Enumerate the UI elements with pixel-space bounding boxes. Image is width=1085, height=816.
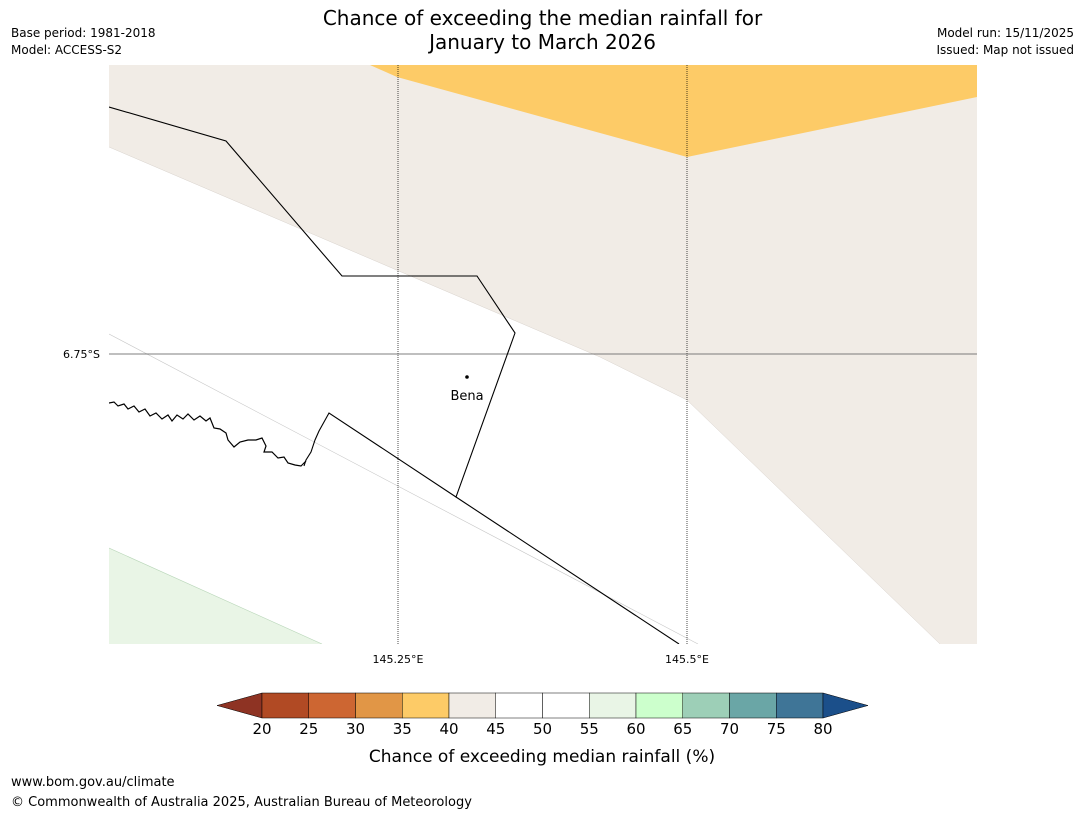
province-boundary [109,106,516,498]
legend-swatch-25-30 [308,692,356,719]
legend-swatch-65-70 [682,692,730,719]
band-edge-upper [109,146,601,358]
model-run: Model run: 15/11/2025 [936,26,1074,40]
footer-copyright: © Commonwealth of Australia 2025, Austra… [11,795,472,810]
legend-tick-label: 65 [673,720,692,738]
legend-tick-label: 55 [580,720,599,738]
legend-swatch-75-80 [776,692,824,719]
legend-swatch-70-75 [729,692,777,719]
band-edge-lower [686,399,941,644]
legend-swatch-35-40 [402,692,450,719]
band-edge-green [109,547,323,644]
map-title: Chance of exceeding the median rainfall … [0,6,1085,54]
legend-extend-high [822,692,869,719]
legend-tick-label: 25 [299,720,318,738]
legend-tick-label: 45 [486,720,505,738]
footer-url: www.bom.gov.au/climate [11,775,175,790]
band-35-40 [370,65,977,157]
legend-extend-low [216,692,263,719]
legend-swatch-45-50 [495,692,543,719]
legend: 20 25 30 35 40 45 50 55 60 65 70 75 80 [216,692,869,738]
map-area [109,65,977,644]
legend-tick-label: 70 [720,720,739,738]
lon-label-145.25: 145.25°E [373,653,424,666]
meta-left: Base period: 1981-2018 Model: ACCESS-S2 [11,25,156,59]
province-boundary-south [455,496,680,644]
legend-swatch-55-60 [589,692,637,719]
legend-tick-label: 75 [767,720,786,738]
town-marker-bena [465,375,469,379]
legend-tick-label: 60 [626,720,645,738]
lat-label: 6.75°S [63,348,100,361]
base-period: Base period: 1981-2018 [11,26,156,40]
band-edge-mid [599,356,688,401]
legend-swatch-50-55 [542,692,590,719]
legend-title: Chance of exceeding median rainfall (%) [369,747,715,767]
legend-tick-label: 20 [252,720,271,738]
legend-swatch-40-45 [448,692,496,719]
legend-swatch-20-25 [261,692,309,719]
lon-label-145.5: 145.5°E [665,653,709,666]
legend-tick-label: 50 [533,720,552,738]
model-name: Model: ACCESS-S2 [11,43,123,57]
legend-swatch-30-35 [355,692,403,719]
meta-right: Model run: 15/11/2025 Issued: Map not is… [936,25,1074,59]
title-line-1: Chance of exceeding the median rainfall … [322,6,763,30]
legend-tick-label: 40 [439,720,458,738]
river-line [109,401,307,467]
legend-tick-label: 30 [346,720,365,738]
legend-tick-label: 35 [393,720,412,738]
legend-tick-label: 80 [813,720,832,738]
issued-status: Issued: Map not issued [936,43,1074,57]
town-label-bena: Bena [450,389,483,404]
title-line-2: January to March 2026 [429,30,656,54]
band-40-45 [109,65,977,644]
legend-swatch-60-65 [635,692,683,719]
